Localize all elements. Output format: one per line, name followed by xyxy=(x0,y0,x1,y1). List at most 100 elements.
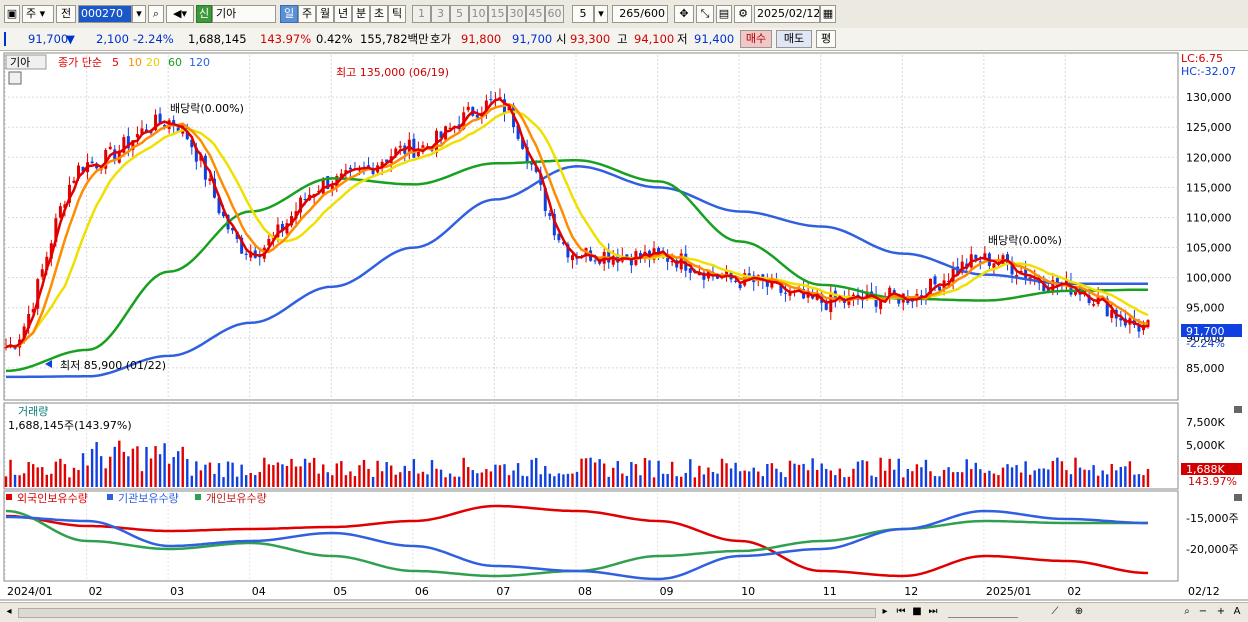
period-button-0[interactable]: 일 xyxy=(280,5,298,23)
volume-bar xyxy=(471,470,474,487)
count-input[interactable]: 5 xyxy=(572,5,594,23)
volume-bar xyxy=(670,461,674,487)
interval-button-3[interactable]: 3 xyxy=(431,5,450,23)
interval-button-10[interactable]: 10 xyxy=(469,5,488,23)
stock-name-field[interactable]: 기아 xyxy=(212,5,276,23)
volume-bar xyxy=(95,442,98,487)
volume-bar xyxy=(154,446,157,487)
period-button-2[interactable]: 월 xyxy=(316,5,334,23)
interval-button-30[interactable]: 30 xyxy=(507,5,526,23)
scroll-right-icon[interactable]: ▸ xyxy=(882,606,888,617)
y-tick-label: 130,000 xyxy=(1186,91,1232,104)
candle-body xyxy=(40,269,44,277)
interval-button-1[interactable]: 1 xyxy=(412,5,431,23)
interval-button-45[interactable]: 45 xyxy=(526,5,545,23)
chevron-down-icon[interactable]: ▾ xyxy=(594,5,608,23)
next-page-icon[interactable]: ⏭ xyxy=(928,606,938,617)
volume-bar xyxy=(897,458,900,487)
volume-bar xyxy=(476,473,479,487)
volume-bar xyxy=(285,465,289,487)
date-tick-label: 02/12 xyxy=(1188,585,1220,598)
period-main-select[interactable]: 주 ▾ xyxy=(22,5,54,23)
volume-bar xyxy=(988,470,991,487)
interval-button-15[interactable]: 15 xyxy=(488,5,507,23)
volume-last-label: 1,688K xyxy=(1186,463,1225,476)
zoom-slider[interactable] xyxy=(948,607,1018,618)
draw-icon[interactable]: ⤡ xyxy=(696,5,714,23)
volume-bar xyxy=(322,464,325,487)
volume-bar xyxy=(467,467,470,487)
interval-button-60[interactable]: 60 xyxy=(545,5,564,23)
search-icon[interactable]: ⌕ xyxy=(148,5,164,23)
gear-icon[interactable]: ⚙ xyxy=(734,5,752,23)
volume-bar xyxy=(779,472,783,487)
period-button-6[interactable]: 틱 xyxy=(388,5,406,23)
volume-bar xyxy=(113,446,116,487)
period-button-5[interactable]: 초 xyxy=(370,5,388,23)
plus-icon[interactable]: + xyxy=(1216,606,1226,617)
volume-bar xyxy=(775,468,778,487)
font-size-icon[interactable]: A xyxy=(1233,606,1241,617)
window-icon[interactable]: ▣ xyxy=(4,5,20,23)
chart-area[interactable]: 기아 종가 단순 5 10 20 60 120 85,000 90,000 95,0… xyxy=(0,51,1248,602)
evaluate-button[interactable]: 평 xyxy=(816,30,836,48)
volume-bar xyxy=(1110,464,1113,487)
y-tick-label: 120,000 xyxy=(1186,151,1232,164)
candle-body xyxy=(244,253,248,255)
date-tick-label: 11 xyxy=(823,585,837,598)
scroll-track[interactable] xyxy=(18,608,876,618)
volume-bar xyxy=(843,477,846,487)
period-button-1[interactable]: 주 xyxy=(298,5,316,23)
period-button-4[interactable]: 분 xyxy=(352,5,370,23)
first-page-icon[interactable]: ⏮ xyxy=(896,606,906,617)
buy-button[interactable]: 매수 xyxy=(740,30,772,48)
zoom-in-icon[interactable]: ⌕ xyxy=(1184,606,1190,617)
candle-body xyxy=(398,145,402,148)
interval-button-5[interactable]: 5 xyxy=(450,5,469,23)
calendar-icon[interactable]: ▦ xyxy=(820,5,836,23)
stock-chart-svg[interactable]: 기아 종가 단순 5 10 20 60 120 85,00090,00095,0… xyxy=(0,51,1248,602)
candle-body xyxy=(36,279,40,309)
stop-icon[interactable]: ■ xyxy=(912,606,922,617)
chevron-down-icon[interactable]: ▾ xyxy=(132,5,146,23)
volume-bar xyxy=(553,476,556,487)
tool-icon[interactable]: ⊕ xyxy=(1074,606,1084,617)
volume-bar xyxy=(612,467,615,487)
period-button-3[interactable]: 년 xyxy=(334,5,352,23)
zoom-out-icon[interactable]: − xyxy=(1198,606,1208,617)
candle-body xyxy=(222,211,226,217)
volume-bar xyxy=(276,462,280,487)
volume-bar xyxy=(929,471,932,487)
volume-bar xyxy=(761,476,765,487)
count-display[interactable]: 265/600 xyxy=(612,5,668,23)
sell-button[interactable]: 매도 xyxy=(776,30,812,48)
volume-bar xyxy=(453,476,456,487)
volume-bar xyxy=(36,467,39,487)
candle-body xyxy=(625,254,629,258)
volume-bar xyxy=(412,459,416,487)
date-tick-label: 04 xyxy=(252,585,266,598)
volume-bar xyxy=(512,470,515,487)
grid-toggle-icon[interactable] xyxy=(8,71,22,85)
scroll-left-icon[interactable]: ◂ xyxy=(6,606,12,617)
draw-tool-icon[interactable]: ⟋ xyxy=(1051,606,1059,617)
change-arrow: ▼ xyxy=(66,32,75,46)
candle-body xyxy=(380,161,384,167)
date-input[interactable]: 2025/02/12 xyxy=(754,5,820,23)
volume-bar xyxy=(1015,465,1018,487)
volume-bar xyxy=(503,464,506,487)
type-select[interactable]: 전 xyxy=(56,5,76,23)
volume-bar xyxy=(535,458,538,487)
volume-panel-close-icon[interactable] xyxy=(1234,406,1242,413)
crosshair-icon[interactable]: ✥ xyxy=(674,5,694,23)
investor-panel-close-icon[interactable] xyxy=(1234,494,1242,501)
candle-body xyxy=(217,197,221,214)
volume-bar xyxy=(1133,474,1136,487)
vol-tick-7500: 7,500K xyxy=(1186,416,1225,429)
save-icon[interactable]: ▤ xyxy=(716,5,732,23)
stock-code-input[interactable]: 000270 xyxy=(78,5,132,23)
volume-bar xyxy=(865,461,869,487)
volume-bar xyxy=(217,463,221,487)
candle-body xyxy=(992,263,996,269)
speaker-icon[interactable]: ◀▾ xyxy=(166,5,194,23)
